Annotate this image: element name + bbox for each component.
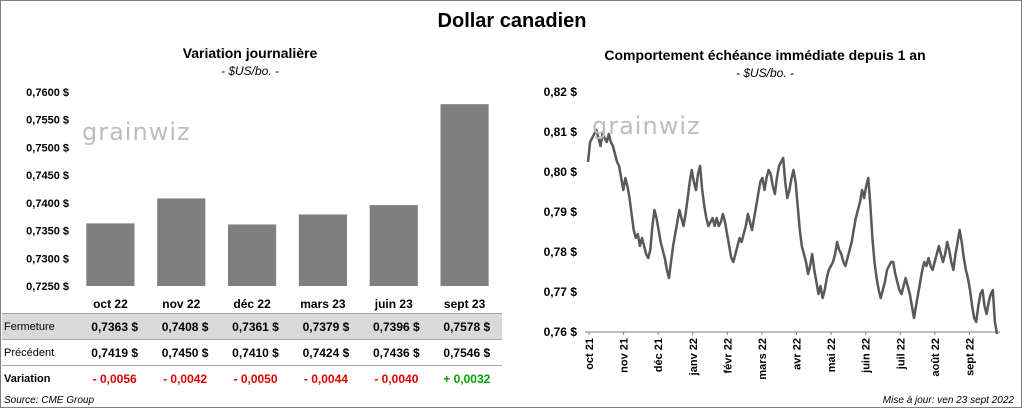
x-tick-label: déc 22	[233, 297, 271, 311]
x-tick-label: nov 21	[619, 338, 631, 373]
left-chart-unit: - $US/bo. -	[220, 64, 280, 78]
x-tick-label: juin 22	[861, 338, 873, 374]
y-tick-label: 0,7550 $	[26, 115, 69, 127]
x-tick-label: oct 21	[584, 338, 596, 370]
y-tick-label: 0,81 $	[544, 125, 578, 139]
y-tick-label: 0,7450 $	[26, 170, 69, 182]
right-chart-title: Comportement échéance immédiate depuis 1…	[604, 47, 926, 63]
table-row-previous: Précédent 0,7419 $ 0,7450 $ 0,7410 $ 0,7…	[2, 340, 502, 366]
y-tick-label: 0,7600 $	[26, 87, 69, 99]
x-tick-label: févr 22	[722, 338, 734, 373]
y-tick-label: 0,82 $	[544, 85, 578, 99]
left-chart-title: Variation journalière	[182, 45, 318, 61]
main-title: Dollar canadien	[437, 10, 587, 32]
x-tick-label: mai 22	[826, 338, 838, 372]
table-cell: + 0,0032	[431, 365, 502, 391]
table-cell: 0,7436 $	[372, 345, 420, 360]
bar	[228, 224, 277, 286]
table-cell: 0,7379 $	[290, 313, 362, 340]
table-cell: 0,7419 $	[91, 345, 139, 360]
x-tick-label: oct 22	[93, 297, 128, 311]
table-cell: - 0,0056	[79, 365, 150, 391]
table-cell: 0,7450 $	[161, 345, 209, 360]
x-tick-label: juin 23	[374, 297, 413, 311]
x-tick-label: sept 23	[444, 297, 486, 311]
x-tick-label: août 22	[930, 338, 942, 377]
y-tick-label: 0,7500 $	[26, 142, 69, 154]
bar	[440, 104, 489, 287]
right-chart-unit: - $US/bo. -	[735, 66, 795, 80]
y-tick-label: 0,7350 $	[26, 226, 69, 238]
table-row-close: Fermeture 0,7363 $ 0,7408 $ 0,7361 $ 0,7…	[2, 313, 502, 340]
series-line	[586, 128, 999, 335]
x-tick-label: mars 22	[757, 338, 769, 380]
line-chart: 0,76 $ 0,77 $ 0,78 $ 0,79 $ 0,80 $ 0,81 $ 0,82…	[544, 85, 1000, 380]
y-tick-label: 0,77 $	[544, 285, 578, 299]
x-tick-label: nov 22	[162, 297, 200, 311]
table-cell: 0,7361 $	[220, 313, 291, 340]
row-label: Fermeture	[2, 313, 80, 340]
y-tick-label: 0,80 $	[544, 165, 578, 179]
x-tick-label: mars 23	[300, 297, 346, 311]
table-cell: - 0,0050	[220, 365, 291, 391]
y-tick-label: 0,7300 $	[26, 253, 69, 265]
x-tick-label: juil 22	[895, 338, 907, 370]
y-tick-label: 0,76 $	[544, 325, 578, 339]
bar-chart: 0,7250 $ 0,7300 $ 0,7350 $ 0,7400 $ 0,7450 $…	[26, 87, 489, 311]
table-row-variation: Variation - 0,0056 - 0,0042 - 0,0050 - 0…	[2, 365, 502, 391]
y-tick-label: 0,78 $	[544, 245, 578, 259]
price-table: Fermeture 0,7363 $ 0,7408 $ 0,7361 $ 0,7…	[2, 313, 502, 391]
table-cell: 0,7396 $	[361, 313, 432, 340]
x-tick-label: déc 21	[653, 338, 665, 372]
table-cell: - 0,0040	[361, 365, 432, 391]
table-cell: - 0,0044	[290, 365, 362, 391]
left-watermark: grainwiz	[82, 118, 191, 146]
y-tick-label: 0,79 $	[544, 205, 578, 219]
update-note: Mise à jour: ven 23 sept 2022	[882, 395, 1014, 406]
x-tick-label: sept 22	[964, 338, 976, 376]
row-label: Variation	[2, 365, 80, 391]
table-cell: 0,7408 $	[149, 313, 221, 340]
y-tick-label: 0,7250 $	[26, 281, 69, 293]
table-cell: - 0,0042	[149, 365, 221, 391]
right-watermark: grainwiz	[592, 112, 701, 140]
bar	[298, 214, 347, 286]
x-tick-label: janv 22	[688, 338, 700, 376]
table-cell: 0,7578 $	[431, 313, 502, 340]
source-note: Source: CME Group	[4, 395, 95, 406]
bar	[86, 223, 135, 286]
y-tick-label: 0,7400 $	[26, 198, 69, 210]
row-label: Précédent	[4, 346, 55, 359]
x-tick-label: avr 22	[792, 338, 804, 370]
table-cell: 0,7424 $	[302, 345, 350, 360]
table-cell: 0,7410 $	[232, 345, 279, 360]
table-cell: 0,7363 $	[79, 313, 150, 340]
bar	[157, 198, 206, 286]
table-cell: 0,7546 $	[443, 345, 491, 360]
bar	[369, 205, 418, 286]
